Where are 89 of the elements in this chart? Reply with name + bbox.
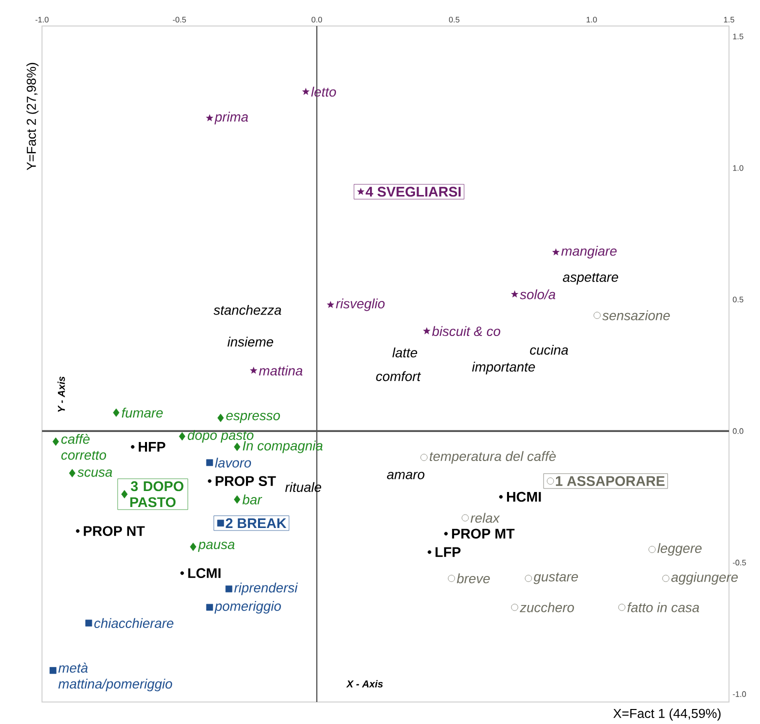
annotation: espresso [226,412,280,423]
annotation: LFP [436,547,461,557]
annotation: mattina [259,366,302,376]
annotation: breve [456,573,490,584]
annotation: fumare [122,408,163,418]
point [546,478,554,485]
annotation: lavoro [215,458,252,468]
annotation: gustare [534,572,578,584]
annotation: temperatura del caffè [430,451,556,464]
point [662,574,670,582]
point [217,414,224,422]
x-axis-title: X=Fact 1 (44,59%) [613,708,721,721]
point [206,459,214,466]
point [225,586,232,592]
point [190,542,196,551]
point [234,495,240,504]
annotation: fatto in casa [627,602,700,612]
point [85,620,92,626]
annotation: cucina [530,344,568,355]
annotation: pausa [198,542,234,552]
annotation: PROP MT [452,528,515,539]
point [510,290,518,298]
point [524,574,532,582]
annotation: aspettare [562,273,618,285]
point [121,490,128,498]
point [499,495,503,499]
annotation: mangiare [561,246,617,258]
series-label: 3 DOPO PASTO [130,481,184,508]
point [69,468,76,478]
annotation: insieme [228,336,274,347]
annotation: PROP NT [84,526,145,536]
point [326,300,334,308]
point [113,408,120,417]
annotation: scusa [77,469,112,477]
annotation: risveglio [336,298,385,312]
point [50,667,56,674]
point [462,514,469,522]
point [618,604,626,611]
annotation: biscuit & co [432,326,500,336]
annotation: riprendersi [234,582,298,596]
point [206,114,214,122]
annotation: bar [242,494,262,504]
point [130,445,134,449]
series-label: 1 ASSAPORARE [556,476,665,486]
point [76,529,80,533]
point [208,479,212,483]
annotation: leggere [657,543,702,556]
annotation: HFP [138,442,166,452]
point [217,520,224,527]
annotation: sensazione [602,310,670,320]
point [420,454,428,461]
annotation: dopo pasto [188,430,254,443]
annotation: pomeriggio [214,601,281,614]
point [594,312,601,319]
annotation: prima [214,112,248,124]
point [180,571,184,575]
annotation: importante [472,362,535,374]
series-label: 4 SVEGLIARSI [366,186,461,197]
annotation: X - Axis [346,680,383,688]
annotation: relax [470,512,500,523]
point [511,604,518,611]
annotation: PROP ST [216,476,276,486]
annotation: solo/a [520,289,556,300]
point [552,248,560,256]
point [52,437,59,446]
point [448,574,455,582]
annotation: metà mattina/pomeriggio [58,662,172,692]
annotation: stanchezza [214,304,282,315]
annotation: Y - Axis [58,376,65,412]
annotation: HCMI [507,492,541,502]
point [250,366,258,374]
point [234,442,240,452]
annotation: comfort [376,371,422,382]
point [648,546,656,553]
point [428,550,432,554]
y-axis-title: Y=Fact 2 (27,98%) [26,62,38,170]
point [178,432,186,441]
annotation: LCMI [188,568,220,578]
annotation: zucchero [520,602,574,612]
annotation: chiacchierare [94,618,174,628]
point [444,532,448,536]
point [302,88,310,95]
point [422,327,431,334]
point [356,188,365,195]
annotation: aggiungere [671,572,738,585]
annotation: latte [392,348,418,358]
point [206,604,214,611]
series-label: 2 BREAK [226,518,286,528]
annotation: amaro [386,472,424,480]
